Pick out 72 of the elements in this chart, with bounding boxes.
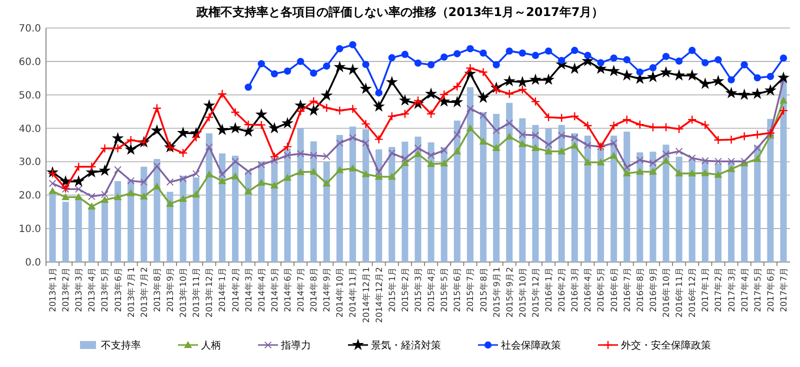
x-tick-label: 2015年9月1 xyxy=(491,267,502,318)
y-tick-label: 50.0 xyxy=(18,90,41,102)
x-tick-label: 2016年9月 xyxy=(648,267,659,312)
y-tick-label: 40.0 xyxy=(18,124,41,135)
x-tick-label: 2014年8月 xyxy=(308,267,320,312)
x-tick-label: 2014年12月2 xyxy=(374,267,385,323)
x-tick-label: 2017年5月 xyxy=(752,267,764,312)
x-tick-label: 2013年7月1 xyxy=(126,267,137,318)
x-tick-label: 2013年7月2 xyxy=(138,267,150,318)
x-tick-label: 2015年4月 xyxy=(426,267,438,312)
legend-label: 社会保障政策 xyxy=(501,340,561,352)
x-tick-label: 2016年5月 xyxy=(596,267,607,312)
x-tick-label: 2015年1月 xyxy=(386,267,398,312)
x-tick-label: 2016年8月 xyxy=(634,267,646,312)
x-tick-label: 2016年6月 xyxy=(608,267,620,312)
x-tick-label: 2014年4月 xyxy=(256,267,268,312)
x-tick-label: 2017年2月 xyxy=(713,267,724,312)
x-tick-label: 2017年1月 xyxy=(700,267,712,312)
x-tick-label: 2015年12月 xyxy=(530,267,542,318)
legend-label: 人柄 xyxy=(201,340,221,352)
y-tick-label: 0.0 xyxy=(25,258,41,268)
x-tick-label: 2013年12月 xyxy=(204,267,216,318)
x-tick-label: 2015年9月2 xyxy=(504,267,516,318)
y-tick-label: 10.0 xyxy=(18,224,41,236)
x-tick-label: 2015年6月 xyxy=(452,267,464,312)
x-tick-label: 2016年2月 xyxy=(556,267,568,312)
x-tick-label: 2013年8月 xyxy=(152,267,163,312)
x-tick-label: 2013年3月 xyxy=(74,267,85,312)
x-tick-label: 2014年3月 xyxy=(243,267,254,312)
x-tick-label: 2014年11月 xyxy=(348,267,359,318)
x-tick-label: 2013年11月 xyxy=(191,267,202,318)
x-tick-label: 2014年1月 xyxy=(217,267,228,312)
x-tick-label: 2016年1月 xyxy=(544,267,555,312)
x-tick-label: 2016年11月 xyxy=(674,267,686,318)
x-tick-label: 2017年3月 xyxy=(726,267,738,312)
x-tick-label: 2016年12月 xyxy=(687,267,698,318)
x-tick-label: 2013年2月 xyxy=(60,267,72,312)
y-tick-label: 60.0 xyxy=(18,56,41,68)
x-tick-label: 2016年10月 xyxy=(661,267,672,318)
y-tick-label: 20.0 xyxy=(18,190,41,202)
x-tick-label: 2014年10月 xyxy=(334,267,346,318)
legend-label: 不支持率 xyxy=(101,340,141,352)
y-tick-label: 70.0 xyxy=(18,24,41,34)
x-tick-label: 2014年12月1 xyxy=(360,267,372,323)
x-tick-label: 2014年5月 xyxy=(269,267,280,312)
chart-title: 政権不支持率と各項目の評価しない率の推移（2013年1月～2017年7月） xyxy=(195,5,604,19)
x-tick-label: 2013年9月 xyxy=(165,267,176,312)
x-tick-label: 2016年7月 xyxy=(622,267,633,312)
x-tick-label: 2013年1月 xyxy=(48,267,59,312)
x-tick-label: 2016年3月 xyxy=(570,267,581,312)
x-tick-label: 2013年4月 xyxy=(86,267,98,312)
y-tick-label: 30.0 xyxy=(18,157,41,168)
x-tick-label: 2016年4月 xyxy=(582,267,594,312)
x-tick-label: 2015年10月 xyxy=(517,267,528,318)
legend-label: 景気・経済対策 xyxy=(371,340,441,352)
x-tick-label: 2014年7月 xyxy=(296,267,307,312)
x-tick-label: 2014年2月 xyxy=(230,267,242,312)
x-tick-label: 2013年10月 xyxy=(178,267,190,318)
x-tick-label: 2013年5月 xyxy=(100,267,111,312)
x-tick-label: 2014年9月 xyxy=(322,267,333,312)
legend-label: 外交・安全保障政策 xyxy=(621,340,711,352)
x-tick-label: 2015年5月 xyxy=(439,267,450,312)
x-tick-label: 2013年6月 xyxy=(112,267,124,312)
x-tick-label: 2017年6月 xyxy=(765,267,776,312)
x-tick-label: 2015年7月 xyxy=(465,267,476,312)
x-tick-label: 2017年4月 xyxy=(739,267,750,312)
x-tick-label: 2015年3月 xyxy=(413,267,424,312)
x-tick-label: 2015年8月 xyxy=(478,267,490,312)
x-tick-label: 2015年2月 xyxy=(400,267,411,312)
x-tick-label: 2014年6月 xyxy=(282,267,294,312)
legend-label: 指導力 xyxy=(280,340,311,352)
x-tick-label: 2017年7月 xyxy=(778,267,790,312)
